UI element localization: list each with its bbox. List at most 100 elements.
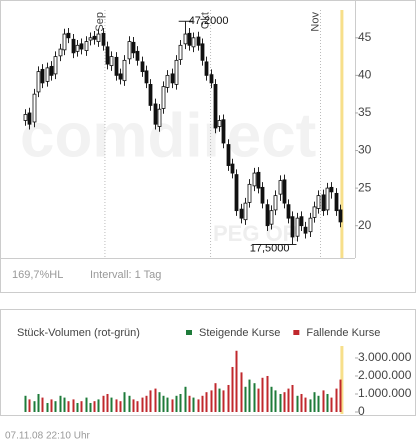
candle-body <box>312 206 317 218</box>
annotation-label: 17,5000 <box>250 242 290 254</box>
candle-body <box>213 84 218 129</box>
candle-body <box>62 33 67 51</box>
volume-bar <box>41 397 44 412</box>
volume-bar <box>158 392 161 412</box>
volume-bar <box>231 366 234 412</box>
candle-body <box>58 48 63 57</box>
candle-body <box>122 59 127 82</box>
volume-bar <box>304 397 307 412</box>
y-tick-label: 45 <box>358 30 372 44</box>
candle-body <box>221 119 226 144</box>
x-tick-label: Okt <box>199 12 211 29</box>
volume-bar <box>335 388 338 412</box>
volume-bar <box>197 399 200 412</box>
legend-swatch <box>293 330 300 335</box>
volume-bar <box>37 393 40 412</box>
candle-body <box>153 103 158 125</box>
candle-body <box>88 37 93 41</box>
candle-body <box>256 171 261 189</box>
candle-body <box>338 209 343 223</box>
volume-bar <box>227 384 230 412</box>
candle-body <box>157 108 162 127</box>
candle-body <box>36 71 41 93</box>
volume-bar <box>205 392 208 412</box>
volume-bar <box>291 384 294 412</box>
candle-body <box>148 84 153 106</box>
volume-bar <box>218 388 221 412</box>
volume-bar <box>123 392 126 412</box>
x-tick-label: Sep <box>94 12 106 32</box>
volume-bar <box>128 395 131 412</box>
candle-body <box>27 112 32 125</box>
candle-body <box>170 73 175 84</box>
candle-body <box>321 194 326 212</box>
y-tick-label: 1.000.000 <box>358 386 412 400</box>
candle-body <box>23 114 28 121</box>
volume-bar <box>89 402 92 412</box>
y-tick-label: 35 <box>358 105 372 119</box>
volume-bar <box>326 393 329 412</box>
volume-bar <box>162 395 165 412</box>
candle-body <box>303 226 308 234</box>
candle-body <box>230 163 235 174</box>
candle-body <box>325 187 330 211</box>
candle-body <box>260 186 265 204</box>
candle-body <box>183 33 188 45</box>
candle-body <box>239 208 244 219</box>
volume-bar <box>119 401 122 412</box>
candle-body <box>191 37 196 48</box>
candle-body <box>101 32 106 46</box>
candle-body <box>165 74 170 88</box>
candle-body <box>40 68 45 84</box>
volume-bar <box>106 393 109 412</box>
volume-bar <box>59 395 62 412</box>
volume-bar <box>279 393 282 412</box>
candle-body <box>109 56 114 67</box>
candle-body <box>79 43 84 50</box>
candle-body <box>118 73 123 80</box>
volume-bar <box>115 399 118 412</box>
y-tick-label: 40 <box>358 68 372 82</box>
y-tick-label: 20 <box>358 218 372 232</box>
volume-bar <box>54 401 57 412</box>
volume-bar <box>261 377 264 412</box>
candle-body <box>144 70 149 84</box>
volume-bar <box>80 401 83 412</box>
candle-body <box>290 216 295 238</box>
candle-body <box>226 144 231 166</box>
volume-bar <box>166 397 169 412</box>
candle-body <box>53 56 58 75</box>
volume-bar <box>188 395 191 412</box>
volume-bar <box>136 401 139 412</box>
volume-bar <box>97 399 100 412</box>
volume-title: Stück-Volumen (rot-grün) <box>17 327 140 339</box>
x-tick-label: Nov <box>309 12 321 32</box>
candle-body <box>71 38 76 54</box>
volume-bar <box>266 375 269 412</box>
candle-body <box>66 32 71 39</box>
candle-body <box>265 204 270 227</box>
volume-bar <box>24 395 27 412</box>
candle-body <box>131 41 136 54</box>
candle-body <box>32 93 37 123</box>
volume-bar <box>102 395 105 412</box>
candle-body <box>135 50 140 61</box>
candle-body <box>140 61 145 73</box>
volume-bar <box>33 401 36 412</box>
volume-bar <box>330 397 333 412</box>
volume-bar <box>317 395 320 412</box>
candle-body <box>278 180 283 195</box>
volume-bar <box>240 372 243 412</box>
y-tick-label: 2.000.000 <box>358 368 412 382</box>
candle-body <box>204 61 209 76</box>
volume-bar <box>110 397 113 412</box>
candle-body <box>127 41 132 60</box>
y-tick-label: 25 <box>358 180 372 194</box>
volume-bar <box>72 399 75 412</box>
legend-swatch <box>186 330 192 335</box>
y-tick-label: 3.000.000 <box>358 350 412 364</box>
candle-body <box>295 217 300 237</box>
candle-body <box>196 36 201 46</box>
candle-body <box>161 86 166 109</box>
